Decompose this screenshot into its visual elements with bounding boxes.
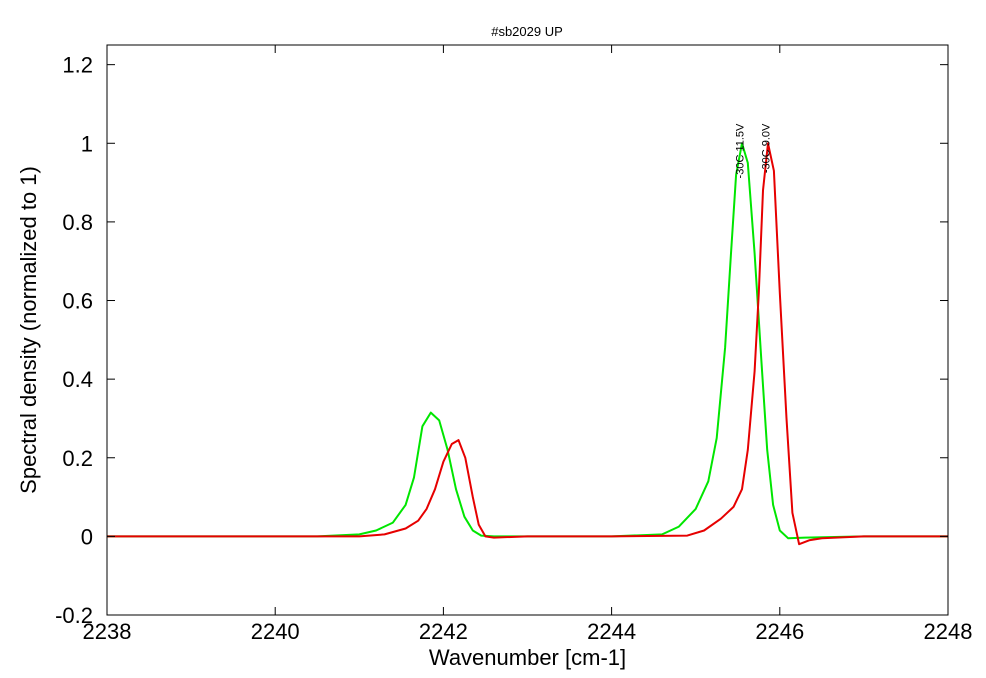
x-tick-label: 2244 <box>587 619 636 644</box>
tick-labels: 2238 2240 2242 2244 2246 2248 -0.2 0 0.2 0.4 0.6 0.… <box>55 53 972 644</box>
y-tick-label: 0.8 <box>62 210 93 235</box>
y-tick-label: 0 <box>81 524 93 549</box>
y-tick-label: 0.4 <box>62 367 93 392</box>
plot-frame <box>106 44 949 616</box>
x-tick-label: 2248 <box>924 619 973 644</box>
y-tick-label: -0.2 <box>55 603 93 628</box>
x-tick-label: 2238 <box>83 619 132 644</box>
plot-area <box>107 142 948 546</box>
y-tick-label: 0.2 <box>62 446 93 471</box>
chart-title: #sb2029 UP <box>491 24 563 39</box>
y-tick-label: 1.2 <box>62 53 93 78</box>
x-tick-label: 2242 <box>419 619 468 644</box>
x-tick-label: 2246 <box>755 619 804 644</box>
axis-ticks <box>106 45 949 616</box>
y-tick-label: 0.6 <box>62 289 93 314</box>
peak-annotation: -30C 9.0V <box>761 123 773 173</box>
y-tick-label: 1 <box>81 131 93 156</box>
x-axis-label: Wavenumber [cm-1] <box>429 645 626 670</box>
series-line-1 <box>107 142 948 540</box>
y-axis-label: Spectral density (normalized to 1) <box>16 166 41 494</box>
peak-annotations: -30C 11.5V -30C 9.0V <box>735 123 773 178</box>
peak-annotation: -30C 11.5V <box>735 123 747 178</box>
series-line-2 <box>107 142 948 546</box>
x-tick-label: 2240 <box>251 619 300 644</box>
